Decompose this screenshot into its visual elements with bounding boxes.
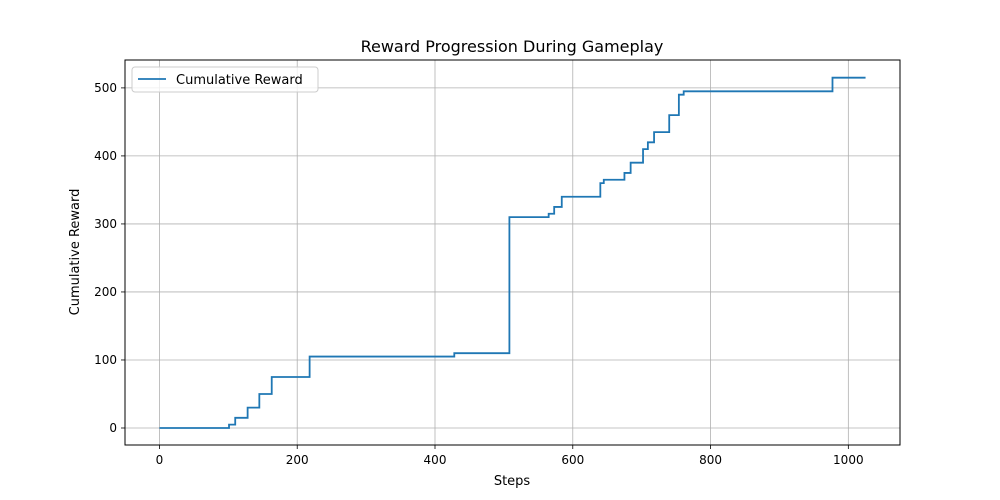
legend-label: Cumulative Reward — [176, 73, 303, 88]
x-tick-label: 800 — [699, 453, 722, 467]
x-tick-label: 200 — [286, 453, 309, 467]
x-axis-label: Steps — [494, 474, 531, 489]
y-tick-label: 100 — [94, 353, 117, 367]
legend: Cumulative Reward — [131, 66, 319, 93]
legend-box — [131, 66, 319, 93]
x-tick-label: 1000 — [833, 453, 864, 467]
y-tick-label: 300 — [94, 217, 117, 231]
y-tick-label: 500 — [94, 81, 117, 95]
x-tick-label: 600 — [561, 453, 584, 467]
y-tick-label: 400 — [94, 149, 117, 163]
ticks: 0 200 400 600 800 1000 0 100 200 300 400 500 — [94, 81, 864, 467]
y-tick-label: 200 — [94, 285, 117, 299]
x-tick-label: 0 — [156, 453, 164, 467]
x-tick-label: 400 — [424, 453, 447, 467]
series-layer — [159, 76, 866, 429]
plot-background — [125, 60, 900, 445]
plot-frame — [124, 59, 901, 446]
y-axis-label: Cumulative Reward — [68, 189, 83, 316]
chart-title: Reward Progression During Gameplay — [361, 37, 664, 56]
series-line-cumulative-reward — [159, 76, 866, 429]
y-tick-label: 0 — [109, 421, 117, 435]
